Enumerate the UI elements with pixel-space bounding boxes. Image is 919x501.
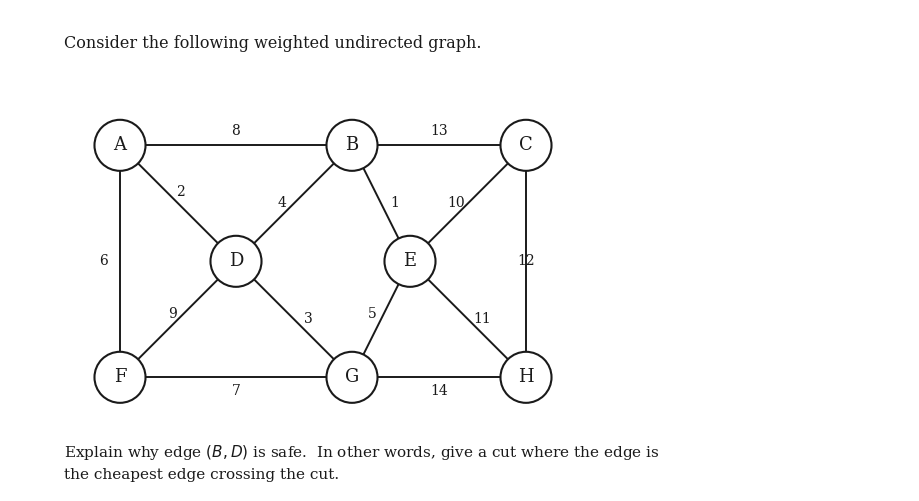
Text: C: C bbox=[518, 136, 532, 154]
Circle shape bbox=[384, 236, 435, 287]
Text: the cheapest edge crossing the cut.: the cheapest edge crossing the cut. bbox=[64, 468, 339, 482]
Circle shape bbox=[500, 352, 550, 403]
Circle shape bbox=[326, 352, 377, 403]
Text: 1: 1 bbox=[390, 196, 399, 210]
Text: 11: 11 bbox=[472, 312, 490, 326]
Text: 14: 14 bbox=[430, 384, 448, 398]
Text: 7: 7 bbox=[232, 384, 240, 398]
Text: 10: 10 bbox=[448, 196, 465, 210]
Text: 5: 5 bbox=[368, 307, 376, 321]
Text: A: A bbox=[113, 136, 127, 154]
Text: 9: 9 bbox=[167, 307, 176, 321]
Text: 3: 3 bbox=[303, 312, 312, 326]
Circle shape bbox=[500, 120, 550, 171]
Text: 6: 6 bbox=[99, 255, 108, 269]
Text: 13: 13 bbox=[430, 124, 448, 138]
Circle shape bbox=[326, 120, 377, 171]
Circle shape bbox=[95, 120, 145, 171]
Text: D: D bbox=[229, 253, 243, 271]
Text: Explain why edge $(B, D)$ is safe.  In other words, give a cut where the edge is: Explain why edge $(B, D)$ is safe. In ot… bbox=[64, 443, 659, 462]
Text: Consider the following weighted undirected graph.: Consider the following weighted undirect… bbox=[64, 35, 482, 52]
Text: 4: 4 bbox=[278, 196, 287, 210]
Text: H: H bbox=[517, 368, 533, 386]
Text: G: G bbox=[345, 368, 358, 386]
Circle shape bbox=[95, 352, 145, 403]
Circle shape bbox=[210, 236, 261, 287]
Text: E: E bbox=[403, 253, 416, 271]
Text: 12: 12 bbox=[516, 255, 534, 269]
Text: B: B bbox=[345, 136, 358, 154]
Text: F: F bbox=[114, 368, 126, 386]
Text: 8: 8 bbox=[232, 124, 240, 138]
Text: 2: 2 bbox=[176, 185, 185, 199]
